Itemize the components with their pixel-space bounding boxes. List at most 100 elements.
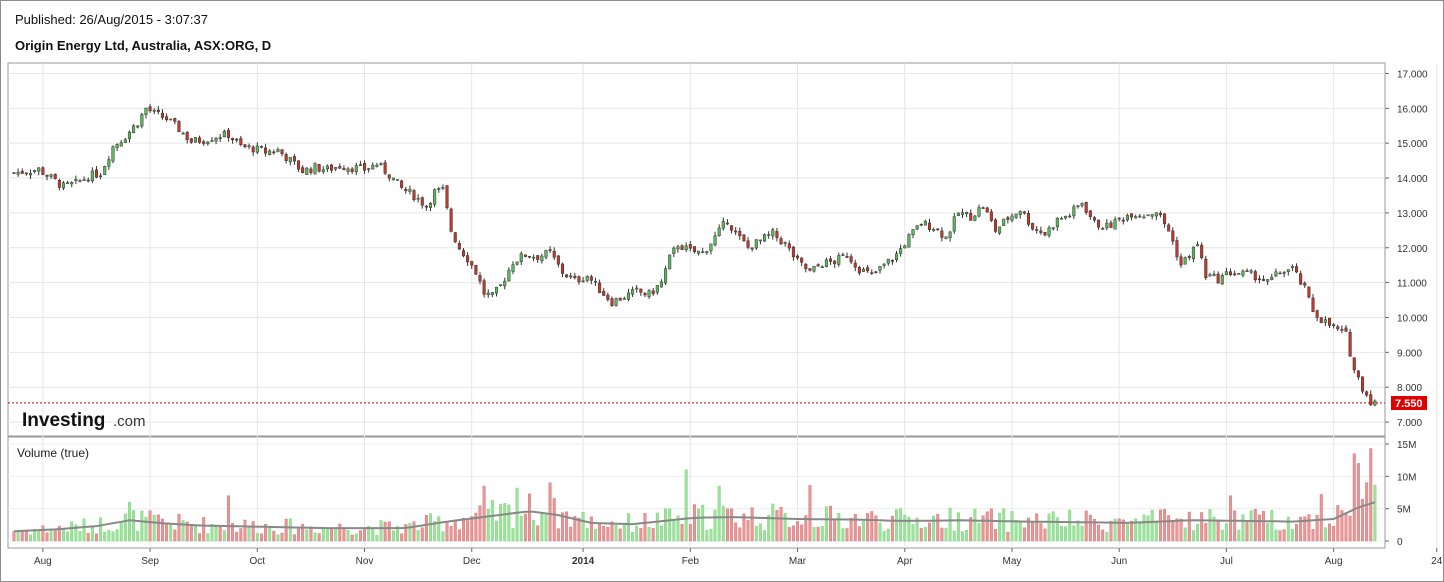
volume-bar xyxy=(1059,525,1063,542)
volume-bar xyxy=(528,493,531,542)
candle-body xyxy=(1290,266,1294,269)
candle-body xyxy=(1088,210,1092,218)
volume-bar xyxy=(614,525,618,542)
candle-body xyxy=(235,138,239,141)
volume-bar xyxy=(321,526,325,542)
candle-body xyxy=(779,238,783,245)
candle-body xyxy=(523,254,527,257)
price-tick-label: 17.000 xyxy=(1397,69,1428,80)
candle-body xyxy=(288,157,292,163)
volume-bar xyxy=(82,518,86,542)
volume-bar xyxy=(1117,518,1121,542)
volume-bar xyxy=(961,531,964,542)
volume-bar xyxy=(115,529,119,542)
candle-body xyxy=(721,221,725,229)
candle-body xyxy=(123,139,127,143)
candle-body xyxy=(160,112,164,118)
candle-body xyxy=(944,236,948,239)
candle-body xyxy=(507,269,511,282)
volume-bar xyxy=(523,513,527,542)
candle-body xyxy=(899,248,903,254)
volume-bar xyxy=(1303,516,1307,542)
volume-bar xyxy=(1369,448,1373,542)
candle-body xyxy=(593,280,597,283)
candle-body xyxy=(577,276,581,283)
candle-body xyxy=(346,168,350,172)
candle-body xyxy=(1332,324,1336,326)
candle-body xyxy=(1204,258,1208,279)
volume-bar xyxy=(1196,524,1200,542)
volume-bar xyxy=(536,525,540,542)
candle-body xyxy=(565,274,569,278)
volume-axis-ticks: 0 5M 10M 15M xyxy=(1385,440,1416,548)
candle-body xyxy=(280,149,284,154)
candle-body xyxy=(1031,223,1035,230)
candle-body xyxy=(692,246,696,252)
candle-body xyxy=(1208,274,1212,277)
candle-body xyxy=(1018,211,1022,216)
volume-bar xyxy=(622,523,626,542)
volume-bars xyxy=(12,448,1377,542)
candle-body xyxy=(1154,212,1158,217)
volume-bar xyxy=(618,528,622,542)
volume-bar xyxy=(973,508,977,542)
volume-bar xyxy=(994,529,997,542)
candle-body xyxy=(284,154,288,161)
candle-body xyxy=(1150,214,1154,217)
volume-bar xyxy=(833,518,837,542)
candle-body xyxy=(800,257,804,263)
volume-bar xyxy=(99,517,103,542)
volume-bar xyxy=(462,517,465,542)
candle-body xyxy=(1327,317,1332,326)
candle-body xyxy=(1352,357,1356,371)
candle-body xyxy=(1212,273,1216,276)
candle-body xyxy=(804,263,808,270)
candle-body xyxy=(358,164,362,166)
candle-body xyxy=(857,267,861,274)
volume-bar xyxy=(635,525,639,542)
candle-body xyxy=(544,250,548,258)
volume-bar xyxy=(779,506,783,542)
volume-bar xyxy=(631,532,635,542)
volume-bar xyxy=(202,517,206,542)
volume-bar xyxy=(486,508,490,542)
candle-body xyxy=(977,207,981,217)
volume-bar xyxy=(45,532,49,542)
candle-body xyxy=(1055,217,1059,227)
volume-bar xyxy=(878,522,882,542)
volume-bar xyxy=(16,531,20,542)
candle-body xyxy=(395,179,400,181)
volume-bar xyxy=(767,515,771,542)
candle-body xyxy=(841,254,845,256)
volume-bar xyxy=(280,532,284,542)
volume-bar xyxy=(1257,514,1261,542)
volume-bar xyxy=(540,513,544,542)
candle-body xyxy=(115,144,119,148)
candle-body xyxy=(989,211,993,221)
volume-bar xyxy=(1125,524,1129,542)
candle-body xyxy=(952,216,956,232)
candle-body xyxy=(111,146,115,162)
candle-body xyxy=(1266,279,1270,282)
volume-bar xyxy=(466,520,470,542)
volume-bar xyxy=(1340,510,1344,542)
candle-body xyxy=(251,146,255,153)
volume-bar xyxy=(243,519,247,542)
candle-body xyxy=(470,261,474,266)
volume-bar xyxy=(185,521,189,542)
volume-bar xyxy=(511,528,515,542)
candle-body xyxy=(255,145,259,153)
volume-bar xyxy=(730,508,734,542)
volume-bar xyxy=(1183,527,1187,542)
candle-body xyxy=(305,167,309,175)
volume-bar xyxy=(214,525,218,542)
volume-bar xyxy=(981,515,985,542)
volume-bar xyxy=(923,526,927,542)
candle-body xyxy=(119,142,123,147)
candle-body xyxy=(218,137,222,139)
candle-body xyxy=(490,292,494,295)
volume-bar xyxy=(1249,510,1253,542)
candle-body xyxy=(626,292,630,300)
candle-body xyxy=(342,168,346,171)
volume-bar xyxy=(1179,518,1183,542)
